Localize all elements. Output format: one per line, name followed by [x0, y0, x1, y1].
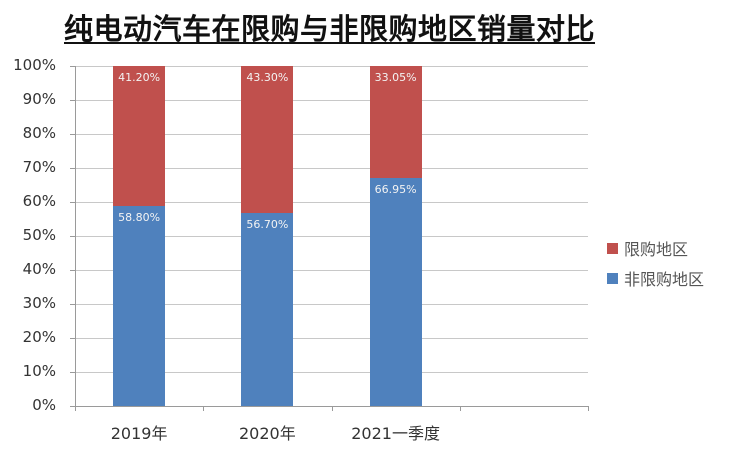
legend-item: 限购地区	[607, 236, 688, 260]
gridline	[75, 236, 588, 237]
data-label: 66.95%	[374, 183, 417, 197]
data-label: 33.05%	[374, 71, 417, 84]
y-axis-label: 60%	[22, 192, 56, 210]
bar-segment	[369, 178, 422, 406]
x-axis-tick	[331, 406, 333, 411]
y-axis-label: 30%	[22, 294, 56, 312]
bar-segment	[241, 66, 294, 214]
data-label: 43.30%	[246, 71, 289, 84]
x-axis-tick	[75, 406, 76, 411]
legend-label: 限购地区	[624, 240, 689, 259]
x-axis-tick	[203, 406, 205, 411]
bar-segment	[241, 213, 294, 406]
gridline	[75, 100, 588, 101]
data-label: 56.70%	[246, 218, 289, 232]
x-axis-tick	[459, 406, 461, 411]
gridline	[75, 270, 588, 271]
bar-segment	[113, 66, 166, 207]
gridline	[75, 66, 588, 67]
bar-segment	[113, 206, 166, 406]
gridline	[75, 202, 588, 203]
data-label: 41.20%	[118, 71, 161, 84]
y-axis-tick	[70, 168, 75, 169]
legend-item: 非限购地区	[607, 266, 704, 290]
x-axis-label: 2021一季度	[351, 424, 440, 443]
y-axis-tick	[70, 134, 75, 135]
gridline	[75, 338, 588, 339]
y-axis-tick	[70, 338, 75, 339]
y-axis-label: 50%	[22, 226, 56, 244]
y-axis-label: 70%	[22, 158, 56, 176]
y-axis-label: 90%	[22, 90, 56, 108]
x-axis-label: 2019年	[110, 424, 168, 443]
y-axis-tick	[70, 270, 75, 271]
y-axis-tick	[70, 304, 75, 305]
legend-swatch-icon	[607, 272, 618, 284]
bar-segment	[369, 66, 422, 179]
gridline	[75, 304, 588, 305]
y-axis	[75, 66, 76, 406]
legend-label: 非限购地区	[624, 270, 705, 289]
data-label: 58.80%	[118, 211, 161, 225]
y-axis-label: 0%	[32, 396, 56, 414]
legend-swatch-icon	[607, 242, 618, 254]
y-axis-tick	[70, 202, 75, 203]
x-axis-tick	[588, 406, 589, 411]
gridline	[75, 168, 588, 169]
y-axis-tick	[70, 100, 75, 101]
y-axis-tick	[70, 236, 75, 237]
y-axis-label: 100%	[13, 56, 56, 74]
chart-title: 纯电动汽车在限购与非限购地区销量对比	[64, 12, 596, 46]
y-axis-label: 80%	[22, 124, 56, 142]
y-axis-tick	[70, 372, 75, 373]
y-axis-label: 20%	[22, 328, 56, 346]
gridline	[75, 372, 588, 373]
y-axis-label: 40%	[22, 260, 56, 278]
x-axis	[70, 406, 588, 407]
gridline	[75, 134, 588, 135]
y-axis-label: 10%	[22, 362, 56, 380]
x-axis-label: 2020年	[239, 424, 296, 443]
y-axis-tick	[70, 66, 75, 67]
